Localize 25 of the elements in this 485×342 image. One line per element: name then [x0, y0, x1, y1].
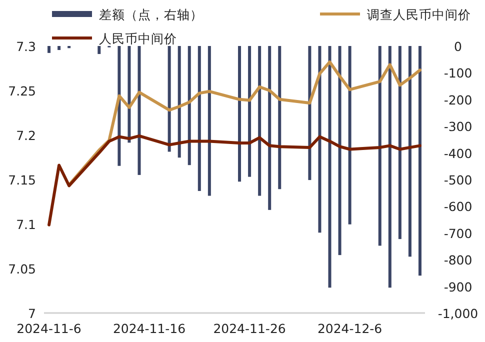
y2-tick-label: -100 — [444, 66, 472, 81]
y2-tick-label: -200 — [444, 92, 472, 108]
y2-tick-label: -1,000 — [438, 306, 478, 321]
y-tick-label: 7 — [28, 306, 36, 321]
y-tick-label: 7.15 — [8, 172, 36, 188]
y2-tick-label: 0 — [454, 39, 462, 54]
y-tick-label: 7.05 — [8, 262, 36, 276]
legend-label: 差额（点，右轴） — [99, 7, 203, 22]
y2-tick-label: -500 — [444, 172, 472, 188]
y-tick-label: 7.25 — [8, 84, 36, 98]
y2-tick-label: -900 — [444, 279, 472, 294]
y-tick-label: 7.3 — [16, 39, 36, 54]
y-tick-label: 7.1 — [16, 217, 36, 232]
x-tick-label: 2024-12-6 — [317, 321, 382, 336]
y2-tick-label: -800 — [444, 252, 472, 268]
legend-label: 人民币中间价 — [99, 31, 177, 46]
x-tick-label: 2024-11-16 — [112, 321, 186, 336]
y2-tick-label: -600 — [444, 199, 472, 214]
y2-tick-label: -400 — [444, 146, 472, 161]
x-tick-label: 2024-11-6 — [16, 321, 82, 336]
y2-tick-label: -300 — [444, 119, 472, 134]
legend-label: 调查人民币中间价 — [367, 7, 471, 22]
y-tick-label: 7.2 — [16, 128, 36, 143]
y2-tick-label: -700 — [444, 226, 472, 241]
x-tick-label: 2024-11-26 — [213, 321, 286, 336]
